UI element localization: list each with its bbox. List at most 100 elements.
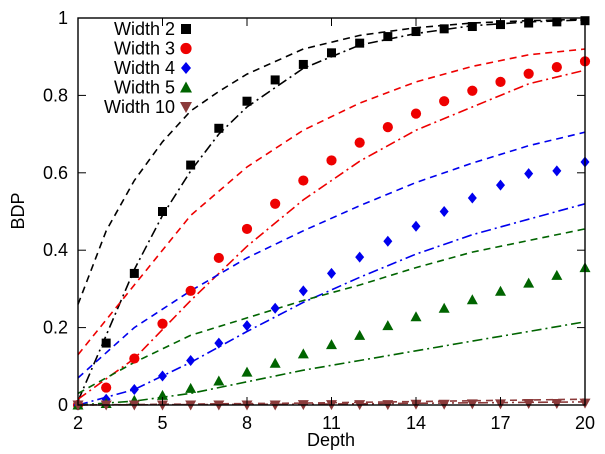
data-point [523, 68, 534, 79]
series-3 [73, 156, 590, 411]
data-point [214, 123, 224, 133]
data-point [270, 75, 280, 85]
data-point [129, 384, 139, 396]
data-point [438, 302, 450, 313]
x-tick-label: 5 [157, 413, 167, 433]
data-point [411, 27, 421, 37]
data-point [523, 277, 535, 288]
data-point [185, 285, 196, 296]
legend-label: Width 5 [114, 78, 175, 98]
data-point [298, 59, 308, 69]
data-point [298, 175, 309, 186]
data-point [326, 339, 337, 350]
data-point [298, 285, 308, 297]
data-point [241, 366, 253, 377]
data-point [354, 329, 366, 340]
data-point [101, 382, 112, 393]
model-curve-dashdot [77, 321, 586, 406]
y-tick-label: 0.6 [43, 163, 68, 183]
data-point [467, 85, 478, 96]
x-axis-label: Depth [307, 430, 355, 450]
series-4 [72, 262, 591, 410]
x-tick-label: 8 [242, 413, 252, 433]
legend-label: Width 10 [104, 97, 175, 117]
model-curve-dashed [77, 228, 586, 395]
x-tick-label: 2 [73, 413, 83, 433]
axes: 2 5 8 11 14 17 20 0 0.2 0.4 0.6 0.8 1 [43, 8, 595, 433]
data-point [439, 96, 450, 107]
data-point [129, 268, 139, 278]
y-tick-label: 0.4 [43, 240, 68, 260]
data-point [297, 348, 309, 359]
data-point [327, 48, 336, 58]
data-point [410, 108, 422, 119]
data-point [326, 155, 337, 166]
model-curve-dashed [77, 48, 586, 356]
data-point [383, 32, 393, 42]
data-point [467, 192, 477, 204]
data-point [158, 370, 167, 382]
legend-marker [181, 24, 191, 34]
data-point [186, 354, 196, 366]
data-point [383, 235, 393, 247]
data-point [186, 160, 196, 170]
data-point [524, 168, 534, 180]
data-point [214, 337, 224, 349]
x-tick-label: 17 [490, 413, 510, 433]
legend-label: Width 2 [114, 19, 175, 39]
data-point [552, 165, 562, 177]
data-point [242, 96, 252, 106]
data-point [467, 22, 477, 32]
data-point [242, 320, 252, 332]
data-point [185, 382, 197, 393]
data-point [270, 302, 280, 314]
data-point [552, 17, 562, 27]
data-point [270, 198, 281, 209]
legend-label: Width 3 [114, 39, 175, 59]
data-point [327, 267, 336, 279]
data-point [524, 18, 534, 28]
data-point [382, 320, 394, 331]
data-point [213, 252, 224, 264]
model-curve-dashed [77, 18, 586, 305]
legend-marker [180, 102, 192, 113]
data-point [355, 38, 365, 48]
data-point [129, 353, 140, 364]
x-tick-label: 14 [406, 413, 426, 433]
x-tick-label: 20 [575, 413, 595, 433]
data-point [495, 285, 506, 296]
data-point [410, 311, 422, 322]
legend-marker [180, 42, 192, 55]
data-point [495, 76, 506, 87]
data-point [439, 206, 449, 217]
data-point [466, 294, 478, 305]
y-tick-label: 0.2 [43, 318, 68, 338]
data-point [551, 269, 563, 280]
legend-label: Width 4 [114, 58, 175, 78]
data-point [157, 318, 168, 329]
model-curve-dashdot [77, 69, 586, 400]
data-point [551, 62, 562, 73]
data-point [496, 179, 505, 191]
data-point [269, 357, 281, 368]
data-point [439, 24, 449, 34]
data-point [354, 137, 365, 148]
data-point [157, 389, 168, 400]
data-point [382, 122, 393, 133]
y-tick-label: 1 [58, 8, 68, 28]
x-tick-label: 11 [322, 413, 341, 433]
data-point [355, 251, 365, 263]
y-tick-label: 0.8 [43, 85, 68, 105]
data-point [551, 398, 563, 409]
data-point [523, 398, 535, 409]
model-curve-dashdot [77, 203, 586, 406]
data-point [101, 338, 111, 348]
legend-marker [181, 62, 191, 74]
data-point [411, 220, 421, 232]
model-curve-dashed [77, 131, 586, 379]
data-point [158, 207, 167, 216]
data-point [241, 223, 253, 235]
data-point [213, 375, 225, 386]
